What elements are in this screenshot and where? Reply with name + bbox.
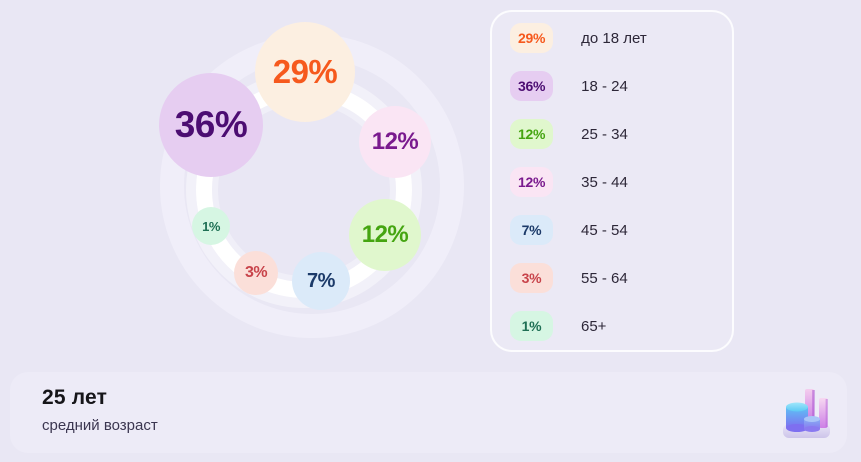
legend-label: до 18 лет	[581, 29, 647, 47]
chart-bubble-under-18: 29%	[255, 22, 355, 122]
legend-badge: 29%	[510, 23, 554, 53]
legend-badge: 7%	[510, 215, 553, 245]
legend-label: 18 - 24	[581, 77, 628, 95]
legend-label: 55 - 64	[581, 269, 628, 287]
legend-badge: 12%	[510, 167, 554, 197]
bubble-value: 12%	[371, 128, 419, 155]
chart-bubble-55-64: 3%	[234, 251, 278, 295]
average-age-caption: средний возраст	[42, 417, 158, 434]
legend-label: 65+	[581, 317, 607, 335]
legend-row-under-18: 29% до 18 лет	[510, 23, 716, 53]
legend-label: 35 - 44	[581, 173, 628, 191]
bar-chart-3d-icon	[779, 384, 835, 442]
chart-bubble-25-34: 12%	[349, 199, 421, 271]
chart-bubble-35-44: 12%	[359, 106, 431, 178]
legend-label: 25 - 34	[581, 125, 628, 143]
legend-row-35-44: 12% 35 - 44	[510, 167, 716, 197]
average-age-value: 25 лет	[42, 386, 108, 409]
legend-badge: 36%	[510, 71, 554, 101]
chart-bubble-65-plus: 1%	[192, 207, 230, 245]
legend-row-18-24: 36% 18 - 24	[510, 71, 716, 101]
legend-badge: 3%	[510, 263, 553, 293]
bubble-value: 29%	[272, 53, 338, 90]
legend-row-65-plus: 1% 65+	[510, 311, 716, 341]
legend-row-25-34: 12% 25 - 34	[510, 119, 716, 149]
bubble-value: 12%	[361, 221, 409, 248]
legend-row-45-54: 7% 45 - 54	[510, 215, 716, 245]
legend-row-55-64: 3% 55 - 64	[510, 263, 716, 293]
bubble-value: 36%	[174, 104, 248, 145]
bubble-value: 7%	[307, 269, 335, 292]
bubble-value: 3%	[244, 264, 268, 281]
bubble-value: 1%	[202, 218, 220, 234]
chart-bubble-18-24: 36%	[159, 73, 263, 177]
legend-badge: 12%	[510, 119, 554, 149]
average-age-card: 25 лет средний возраст	[10, 372, 847, 453]
legend-badge: 1%	[510, 311, 553, 341]
chart-bubble-45-54: 7%	[292, 252, 350, 310]
legend-panel: 29% до 18 лет 36% 18 - 24 12% 25 - 34 12…	[490, 10, 734, 352]
legend-label: 45 - 54	[581, 221, 628, 239]
